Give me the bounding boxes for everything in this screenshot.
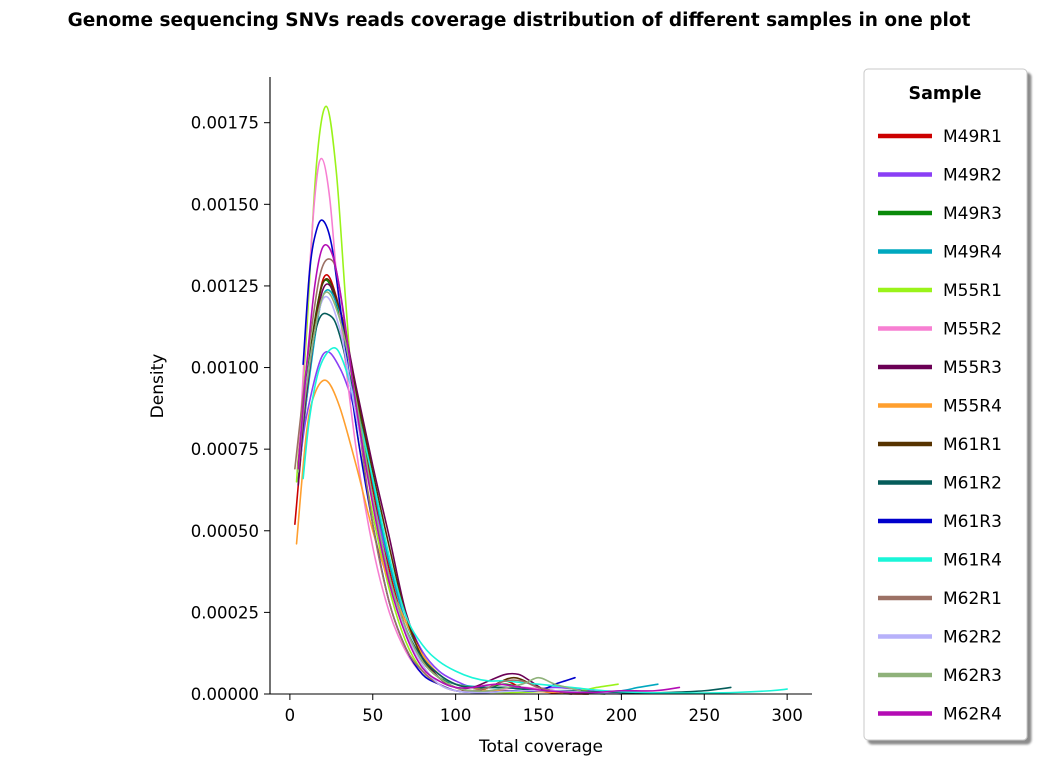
legend-box xyxy=(863,68,1028,741)
legend-label-m55r3: M55R3 xyxy=(943,358,1002,378)
series-line-m55r1 xyxy=(295,105,619,694)
series-line-m61r3 xyxy=(302,219,576,694)
x-tick-label: 0 xyxy=(285,706,296,725)
legend-label-m55r4: M55R4 xyxy=(943,397,1002,417)
series-line-m55r3 xyxy=(297,283,573,695)
legend-label-m62r2: M62R2 xyxy=(943,628,1002,648)
chart-title: Genome sequencing SNVs reads coverage di… xyxy=(68,10,971,31)
x-tick-label: 300 xyxy=(771,706,803,725)
legend-label-m49r3: M49R3 xyxy=(943,204,1002,224)
legend-label-m62r1: M62R1 xyxy=(943,589,1002,609)
series-line-m61r1 xyxy=(297,278,590,695)
x-tick-label: 50 xyxy=(362,706,383,725)
y-tick-label: 0.00050 xyxy=(191,522,259,541)
y-ticks: 0.00000 0.00025 0.00050 0.00075 0.00100 0.001… xyxy=(191,114,270,704)
legend-label-m61r2: M61R2 xyxy=(943,474,1002,494)
legend-label-m61r4: M61R4 xyxy=(943,551,1002,571)
y-tick-label: 0.00000 xyxy=(191,685,259,704)
legend-label-m62r3: M62R3 xyxy=(943,666,1002,686)
legend-label-m62r4: M62R4 xyxy=(943,705,1002,725)
legend-label-m55r2: M55R2 xyxy=(943,320,1002,340)
legend-title: Sample xyxy=(908,84,981,104)
series-layer xyxy=(294,105,788,695)
legend-label-m49r2: M49R2 xyxy=(943,166,1002,186)
x-tick-label: 100 xyxy=(440,706,472,725)
y-tick-label: 0.00150 xyxy=(191,195,259,214)
series-line-m55r4 xyxy=(295,379,590,695)
y-axis-label: Density xyxy=(148,354,168,419)
x-tick-label: 250 xyxy=(689,706,721,725)
x-axis-label: Total coverage xyxy=(478,737,603,757)
series-line-m49r2 xyxy=(297,350,623,695)
legend: Sample M49R1 M49R2 M49R3 M49R4 M55R1 M55R2 M55… xyxy=(863,68,1028,741)
legend-entries: M49R1 M49R2 M49R3 M49R4 M55R1 M55R2 M55R3 M55R4… xyxy=(878,127,1002,725)
series-line-m61r2 xyxy=(297,312,732,694)
legend-label-m49r4: M49R4 xyxy=(943,243,1002,263)
series-line-m62r2 xyxy=(297,295,623,695)
legend-label-m49r1: M49R1 xyxy=(943,127,1002,147)
y-tick-label: 0.00100 xyxy=(191,359,259,378)
y-tick-label: 0.00025 xyxy=(191,603,259,622)
series-line-m62r1 xyxy=(294,258,590,695)
legend-label-m61r1: M61R1 xyxy=(943,435,1002,455)
x-tick-label: 200 xyxy=(606,706,638,725)
y-tick-label: 0.00175 xyxy=(191,114,259,133)
legend-label-m61r3: M61R3 xyxy=(943,512,1002,532)
plot-area: 0 50 100 150 200 250 300 0.00000 0.00025 0.00050… xyxy=(191,77,812,725)
series-line-m61r4 xyxy=(302,347,788,694)
legend-label-m55r1: M55R1 xyxy=(943,281,1002,301)
series-line-m62r3 xyxy=(297,291,581,693)
x-ticks: 0 50 100 150 200 250 300 xyxy=(285,694,803,725)
series-line-m49r4 xyxy=(297,289,659,694)
x-tick-label: 150 xyxy=(523,706,555,725)
y-tick-label: 0.00125 xyxy=(191,277,259,296)
y-tick-label: 0.00075 xyxy=(191,440,259,459)
series-line-m49r1 xyxy=(294,274,590,695)
series-line-m62r4 xyxy=(297,243,681,694)
